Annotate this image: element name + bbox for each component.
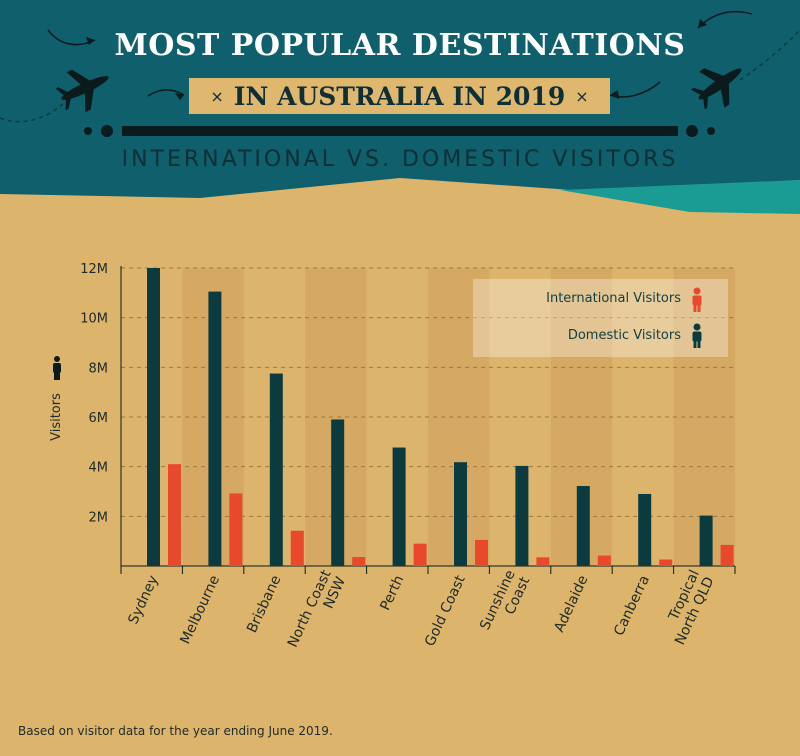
x-tick-label: North CoastNSW xyxy=(285,567,350,657)
bar-domestic xyxy=(638,493,652,566)
person-icon xyxy=(54,372,60,380)
page-title-line2: IN AUSTRALIA IN 2019 xyxy=(233,81,566,111)
flight-path-right xyxy=(739,29,800,81)
x-tick-label: Adelaide xyxy=(551,573,591,635)
y-tick-label: 8M xyxy=(89,361,109,376)
bar-international xyxy=(720,544,734,566)
bar-international xyxy=(352,557,366,566)
bar-domestic xyxy=(269,373,283,566)
y-axis-label: Visitors xyxy=(49,393,64,441)
person-icon xyxy=(54,356,60,362)
bar-international xyxy=(168,464,181,566)
x-tick-label: Brisbane xyxy=(244,573,284,635)
divider xyxy=(84,125,715,137)
y-tick-label: 6M xyxy=(89,411,109,426)
arrow-icon xyxy=(47,29,96,46)
x-tick-label: SunshineCoast xyxy=(477,567,533,639)
bar-domestic xyxy=(515,465,529,566)
bar-domestic xyxy=(331,419,345,566)
bar-international xyxy=(290,530,304,566)
legend-domestic-label: Domestic Visitors xyxy=(567,328,681,343)
airplane-icon xyxy=(55,69,109,113)
x-tick-label: Sydney xyxy=(125,573,161,627)
x-tick-label: TropicalNorth QLD xyxy=(658,568,718,648)
airplane-icon xyxy=(690,68,742,110)
y-tick-label: 12M xyxy=(80,262,108,277)
bar-domestic xyxy=(147,268,160,566)
bar-chart: 2M 4M 6M 8M 10M 12M Visitors Sydney Melbourne Bri… xyxy=(49,262,736,657)
legend: International Visitors Domestic Visitors xyxy=(473,279,728,357)
accent-wave xyxy=(560,180,800,214)
bar-domestic xyxy=(699,515,713,566)
bar-domestic xyxy=(576,486,590,566)
page-subtitle: INTERNATIONAL VS. DOMESTIC VISITORS xyxy=(121,147,679,172)
footnote: Based on visitor data for the year endin… xyxy=(18,724,333,738)
bar-international xyxy=(659,559,673,566)
x-tick-label: Canberra xyxy=(611,573,653,638)
bar-domestic xyxy=(208,291,222,566)
x-mark-right: × xyxy=(575,86,589,106)
y-tick-label: 2M xyxy=(89,510,109,525)
y-tick-label: 4M xyxy=(89,461,109,476)
x-tick-label: Perth xyxy=(377,573,407,613)
bar-international xyxy=(413,543,427,566)
x-mark-left: × xyxy=(210,86,224,106)
person-icon xyxy=(692,287,702,312)
arrow-icon xyxy=(697,10,753,29)
bar-international xyxy=(536,557,550,566)
bar-international xyxy=(475,539,488,566)
bar-domestic xyxy=(454,462,467,566)
arrow-icon xyxy=(147,89,185,100)
y-tick-label: 10M xyxy=(80,312,108,327)
x-tick-label: Melbourne xyxy=(177,573,223,647)
person-icon xyxy=(692,323,702,348)
person-icon xyxy=(53,363,61,373)
page-title: MOST POPULAR DESTINATIONS xyxy=(114,28,686,63)
bar-international xyxy=(229,493,243,566)
bar-domestic xyxy=(392,447,406,566)
legend-international-label: International Visitors xyxy=(546,291,681,306)
title-subheading-box: × IN AUSTRALIA IN 2019 × xyxy=(189,78,610,114)
bar-international xyxy=(597,555,611,566)
x-tick-label: Gold Coast xyxy=(422,573,469,649)
arrow-icon xyxy=(609,81,661,99)
